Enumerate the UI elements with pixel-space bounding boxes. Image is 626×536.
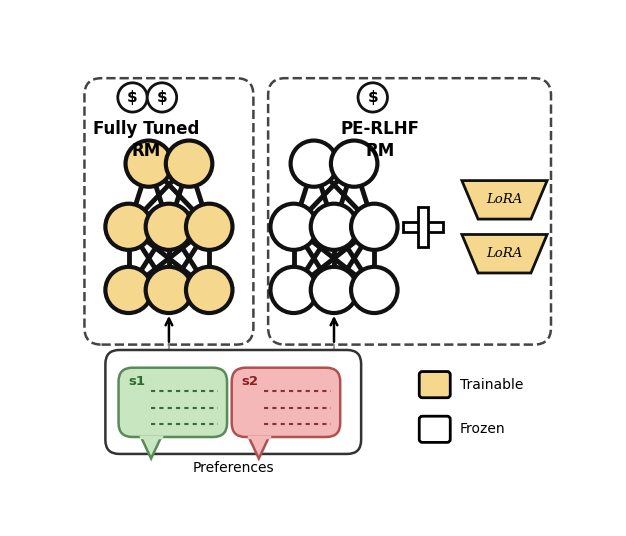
- FancyBboxPatch shape: [105, 350, 361, 454]
- FancyBboxPatch shape: [419, 371, 450, 398]
- Circle shape: [105, 204, 152, 250]
- Circle shape: [126, 140, 172, 187]
- Text: Fully Tuned
RM: Fully Tuned RM: [93, 120, 200, 160]
- Text: $: $: [127, 90, 138, 105]
- Polygon shape: [462, 234, 547, 273]
- Circle shape: [186, 204, 232, 250]
- Circle shape: [166, 140, 212, 187]
- Circle shape: [270, 204, 317, 250]
- Text: LoRA: LoRA: [486, 193, 523, 206]
- Circle shape: [146, 204, 192, 250]
- Circle shape: [358, 83, 387, 112]
- FancyBboxPatch shape: [232, 368, 340, 437]
- FancyBboxPatch shape: [403, 222, 443, 232]
- FancyBboxPatch shape: [118, 368, 227, 437]
- FancyBboxPatch shape: [268, 78, 551, 345]
- Circle shape: [146, 267, 192, 313]
- Circle shape: [105, 267, 152, 313]
- Circle shape: [331, 140, 377, 187]
- Circle shape: [310, 267, 357, 313]
- Text: $: $: [367, 90, 378, 105]
- Text: Trainable: Trainable: [459, 378, 523, 392]
- Text: Frozen: Frozen: [459, 422, 505, 436]
- Text: s1: s1: [128, 375, 146, 389]
- Circle shape: [118, 83, 147, 112]
- Circle shape: [290, 140, 337, 187]
- Circle shape: [147, 83, 177, 112]
- Polygon shape: [141, 437, 161, 459]
- Circle shape: [310, 204, 357, 250]
- FancyBboxPatch shape: [85, 78, 254, 345]
- Text: Preferences: Preferences: [192, 461, 274, 475]
- Polygon shape: [462, 181, 547, 219]
- FancyBboxPatch shape: [419, 416, 450, 442]
- Circle shape: [351, 204, 398, 250]
- Text: s2: s2: [242, 375, 259, 389]
- FancyBboxPatch shape: [418, 207, 428, 247]
- Text: PE-RLHF
RM: PE-RLHF RM: [341, 120, 420, 160]
- Circle shape: [270, 267, 317, 313]
- Text: LoRA: LoRA: [486, 247, 523, 260]
- Text: $: $: [156, 90, 167, 105]
- Polygon shape: [249, 437, 269, 459]
- Circle shape: [351, 267, 398, 313]
- Circle shape: [186, 267, 232, 313]
